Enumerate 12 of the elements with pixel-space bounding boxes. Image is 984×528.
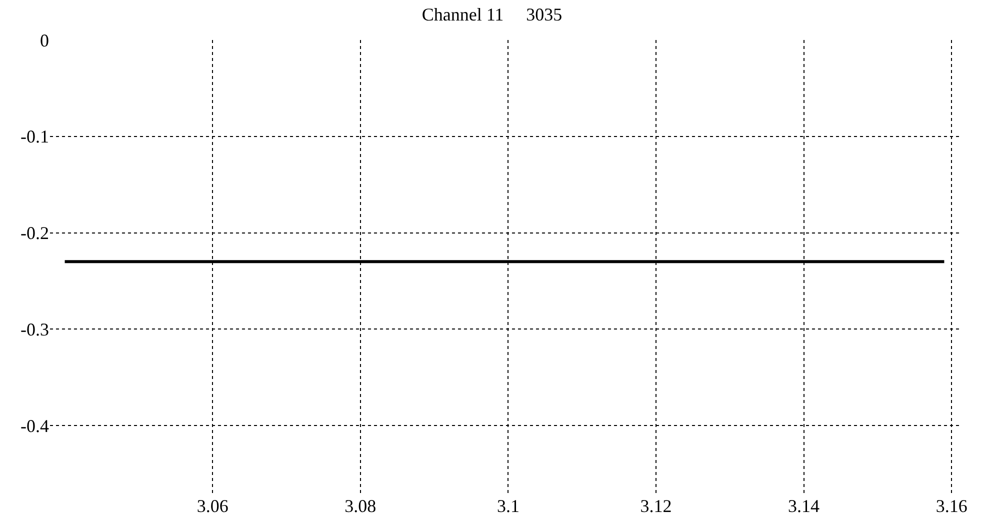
x-tick-label: 3.08: [344, 496, 376, 516]
y-tick-label: -0.4: [20, 416, 49, 436]
x-tick-label: 3.16: [936, 496, 968, 516]
y-tick-label: -0.2: [20, 223, 49, 244]
y-tick-label: -0.3: [20, 319, 49, 340]
y-tick-label: 0: [40, 30, 49, 50]
x-tick-label: 3.06: [196, 496, 228, 516]
x-tick-label: 3.14: [788, 496, 820, 516]
x-tick-label: 3.12: [640, 496, 672, 516]
y-tick-label: -0.1: [20, 126, 49, 147]
x-tick-label: 3.1: [496, 496, 520, 516]
chart-title: Channel 11 3035: [422, 4, 562, 25]
